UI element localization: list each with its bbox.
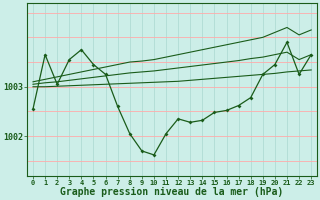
X-axis label: Graphe pression niveau de la mer (hPa): Graphe pression niveau de la mer (hPa) [60, 187, 284, 197]
